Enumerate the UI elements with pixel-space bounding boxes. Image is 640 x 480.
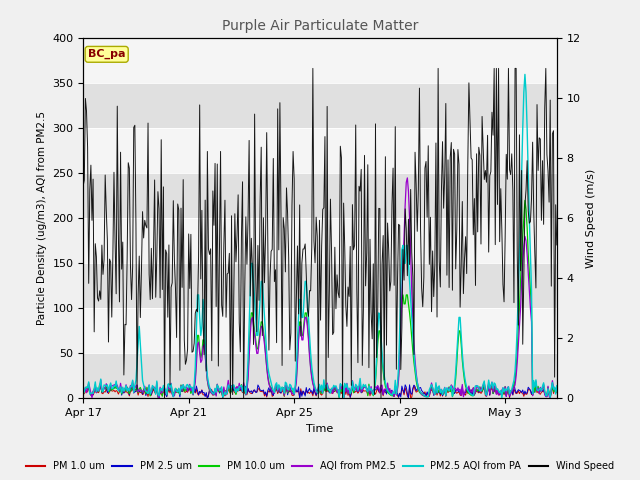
Bar xyxy=(83,308,557,353)
X-axis label: Time: Time xyxy=(307,424,333,433)
Bar xyxy=(83,173,557,218)
Bar xyxy=(83,128,557,173)
Text: BC_pa: BC_pa xyxy=(88,49,125,60)
Legend: PM 1.0 um, PM 2.5 um, PM 10.0 um, AQI from PM2.5, PM2.5 AQI from PA, Wind Speed: PM 1.0 um, PM 2.5 um, PM 10.0 um, AQI fr… xyxy=(22,457,618,475)
Bar xyxy=(83,264,557,308)
Bar xyxy=(83,84,557,128)
Bar xyxy=(83,218,557,264)
Y-axis label: Wind Speed (m/s): Wind Speed (m/s) xyxy=(586,169,596,268)
Title: Purple Air Particulate Matter: Purple Air Particulate Matter xyxy=(222,19,418,33)
Bar xyxy=(83,38,557,84)
Bar xyxy=(83,353,557,398)
Y-axis label: Particle Density (ug/m3), AQI from PM2.5: Particle Density (ug/m3), AQI from PM2.5 xyxy=(36,111,47,325)
